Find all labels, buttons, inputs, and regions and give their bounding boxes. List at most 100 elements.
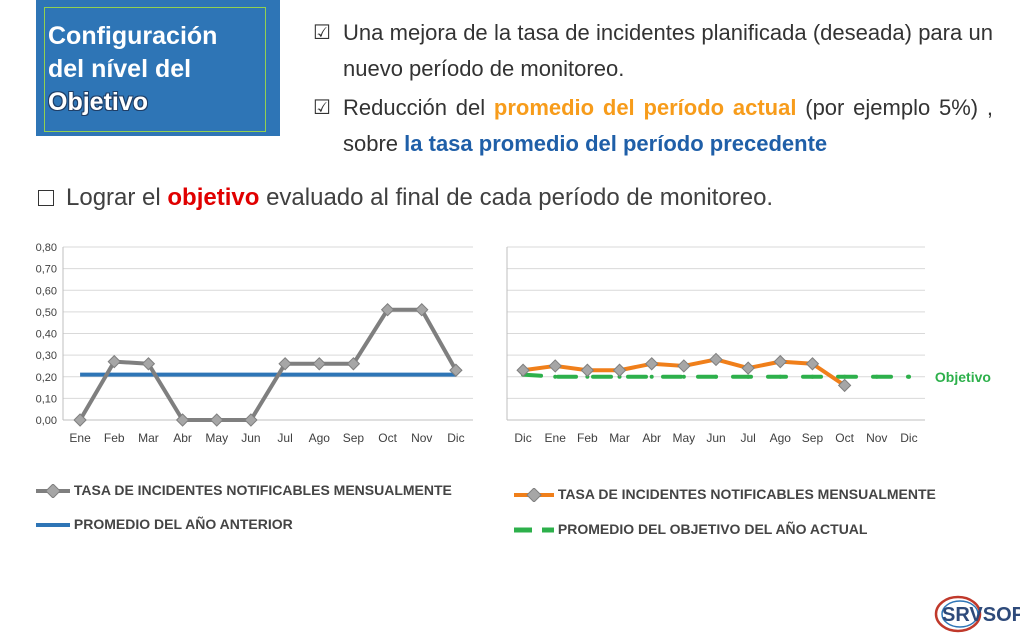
monthly-rate-point [107,354,121,369]
monthly-rate-point [580,363,595,377]
bullet-3-post: evaluado al final de cada período de mon… [259,184,774,211]
monthly-rate-point [644,357,659,371]
monthly-rate-point [741,361,755,375]
title-line-2: del nível del [48,55,192,83]
x-tick-label: Sep [802,431,824,445]
monthly-rate-point [516,363,530,377]
legend-right-1: TASA DE INCIDENTES NOTIFICABLES MENSUALM… [514,486,936,504]
monthly-rate-point [709,352,723,367]
monthly-rate-point [677,359,691,373]
monthly-rate-point [73,413,87,427]
legend-right-2-marker [514,527,554,533]
monthly-rate-point [278,357,292,371]
logo-text: SRVSOP [942,604,1020,626]
target-point [714,374,718,379]
monthly-rate-line [78,307,458,422]
y-tick-label: 0,10 [36,393,57,405]
y-tick-label: 0,50 [36,307,57,319]
bullet-3-pre: Lograr el [66,184,168,211]
target-point [810,374,815,379]
target-point [649,374,654,379]
legend-left-2: PROMEDIO DEL AÑO ANTERIOR [36,516,293,532]
x-tick-label: Nov [866,431,887,445]
target-point [746,374,751,379]
x-tick-label: Jun [706,431,725,445]
checkbox-icon: ☑ [313,97,331,119]
objetivo-label: Objetivo [935,369,991,385]
target-point [553,374,558,379]
x-tick-label: Abr [642,431,661,445]
x-tick-label: Dic [514,431,531,445]
monthly-rate-point [312,357,326,371]
x-tick-label: Abr [173,431,192,445]
x-tick-label: May [673,431,696,445]
legend-right-2: PROMEDIO DEL OBJETIVO DEL AÑO ACTUAL [514,521,867,537]
monthly-rate-point [141,357,156,371]
y-tick-label: 0,40 [36,329,57,341]
y-tick-label: 0,30 [36,350,57,362]
legend-right-1-label: TASA DE INCIDENTES NOTIFICABLES MENSUALM… [557,486,936,502]
x-tick-label: Sep [343,431,365,445]
target-point [842,374,847,379]
title-line-3: Objetivo [48,88,149,116]
monthly-rate-point [346,357,361,371]
monthly-rate-point [548,359,562,373]
x-tick-label: Ago [309,431,331,445]
monthly-rate-point [380,303,395,317]
legend-left-2-marker [36,523,70,528]
y-tick-label: 0,00 [36,415,57,427]
legend-right-1-marker [514,487,554,504]
monthly-rate-point [415,303,429,317]
x-tick-label: Ene [545,431,567,445]
bullet-2-mid: (por ejemplo 5%) , sobre [343,95,993,156]
bullet-2-pre: Reducción del [343,95,494,120]
y-tick-label: 0,60 [36,285,57,297]
target-point [906,374,911,379]
x-tick-label: Jul [277,431,292,445]
checkbox-icon: ☑ [313,22,331,44]
legend-left-1-marker [36,483,70,500]
x-tick-label: Dic [900,431,917,445]
x-tick-label: Feb [577,431,598,445]
bullet-1: ☑ Una mejora de la tasa de incidentes pl… [313,15,993,87]
page-title: Configuración del nível del Objetivo [48,20,217,119]
x-tick-label: Feb [104,431,125,445]
x-tick-label: Ago [770,431,792,445]
monthly-rate-point [837,378,852,393]
legend-left-1-label: TASA DE INCIDENTES NOTIFICABLES MENSUALM… [73,482,452,498]
x-tick-label: Oct [835,431,854,445]
y-tick-label: 0,20 [36,372,57,384]
target-point [778,374,783,379]
x-tick-label: Nov [411,431,432,445]
srvsop-logo: SRVSOP [934,594,1024,634]
bullet-2: ☑ Reducción del promedio del período act… [313,90,993,162]
title-line-1: Configuración [48,22,218,50]
bullet-3: Lograr el objetivo evaluado al final de … [38,180,773,216]
right-chart: Dic Ene Feb Mar Abr May Jun Jul Ago Sep Oct Nov Dic O… [506,246,991,445]
title-box: Configuración del nível del Objetivo [36,0,280,136]
bullet-2-orange: promedio del período actual [493,95,797,120]
monthly-rate-point [449,363,463,377]
bullet-1-text: Una mejora de la tasa de incidentes plan… [343,20,993,81]
monthly-rate-point [773,354,788,369]
title-border [44,7,266,132]
bullet-3-red: objetivo [167,184,260,211]
x-tick-label: Jul [740,431,755,445]
bullet-2-blue: la tasa promedio del período precedente [404,131,828,156]
x-tick-label: Ene [69,431,91,445]
square-bullet-icon [38,190,54,206]
monthly-rate-point [612,363,627,377]
y-tick-label: 0,70 [36,264,57,276]
monthly-rate-point [805,357,820,371]
monthly-rate-point [210,413,224,427]
legend-left-1: TASA DE INCIDENTES NOTIFICABLES MENSUALM… [36,482,452,500]
target-point [681,374,686,379]
x-tick-label: May [205,431,228,445]
x-tick-label: Jun [241,431,260,445]
legend-left-2-label: PROMEDIO DEL AÑO ANTERIOR [73,516,293,532]
monthly-rate-point [175,413,190,427]
target-point [874,374,879,379]
legend-right-2-label: PROMEDIO DEL OBJETIVO DEL AÑO ACTUAL [557,521,868,537]
y-tick-label: 0,80 [36,242,57,254]
x-tick-label: Oct [378,431,397,445]
